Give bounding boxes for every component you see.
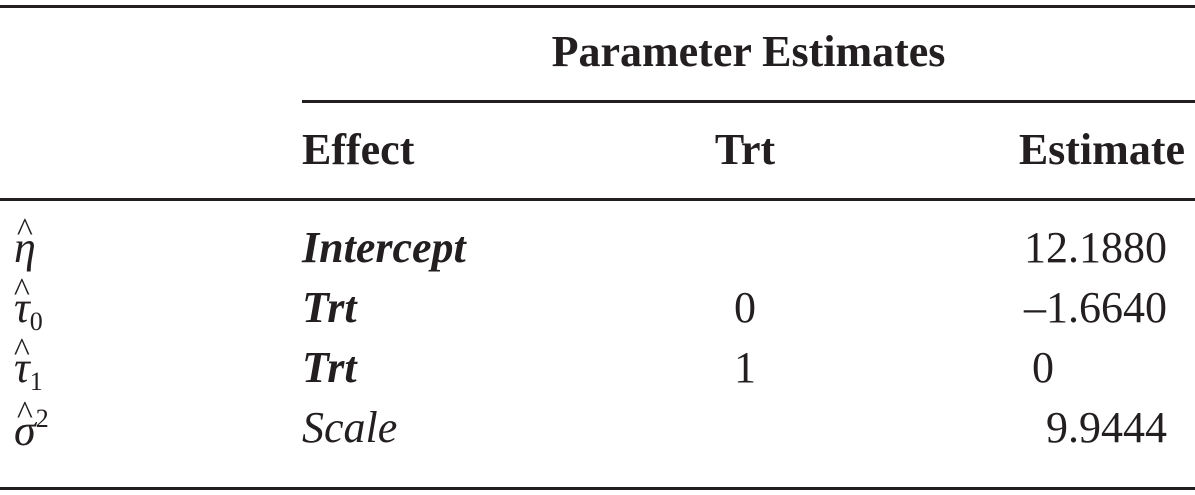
table-row-symbol: ^ τ0 xyxy=(13,272,43,336)
title-underline-rule xyxy=(302,100,1195,103)
column-header-trt: Trt xyxy=(714,125,776,174)
table-row-effect: Trt xyxy=(302,343,357,392)
table-row-trt: 1 xyxy=(734,343,756,392)
top-rule xyxy=(0,5,1195,8)
table-row-estimate: 12.1880 xyxy=(1024,223,1167,272)
table-row-estimate: –1.6640 xyxy=(1024,283,1167,332)
table-row-symbol: ^ τ1 xyxy=(13,332,43,396)
table-row-symbol: ^ η xyxy=(14,212,36,272)
table-row-estimate: 0 xyxy=(1032,343,1054,392)
column-header-effect: Effect xyxy=(302,125,415,174)
bottom-rule xyxy=(0,487,1195,490)
column-header-estimate: Estimate xyxy=(1018,125,1185,174)
header-rule xyxy=(0,198,1195,201)
table-title: Parameter Estimates xyxy=(551,27,946,76)
table-row-effect: Scale xyxy=(302,403,398,452)
table-row-estimate: 9.9444 xyxy=(1046,403,1167,452)
table-row-symbol: ^ σ2 xyxy=(14,395,49,455)
table-row-trt: 0 xyxy=(734,283,756,332)
table-row-effect: Intercept xyxy=(302,223,466,272)
table-row-effect: Trt xyxy=(302,283,357,332)
